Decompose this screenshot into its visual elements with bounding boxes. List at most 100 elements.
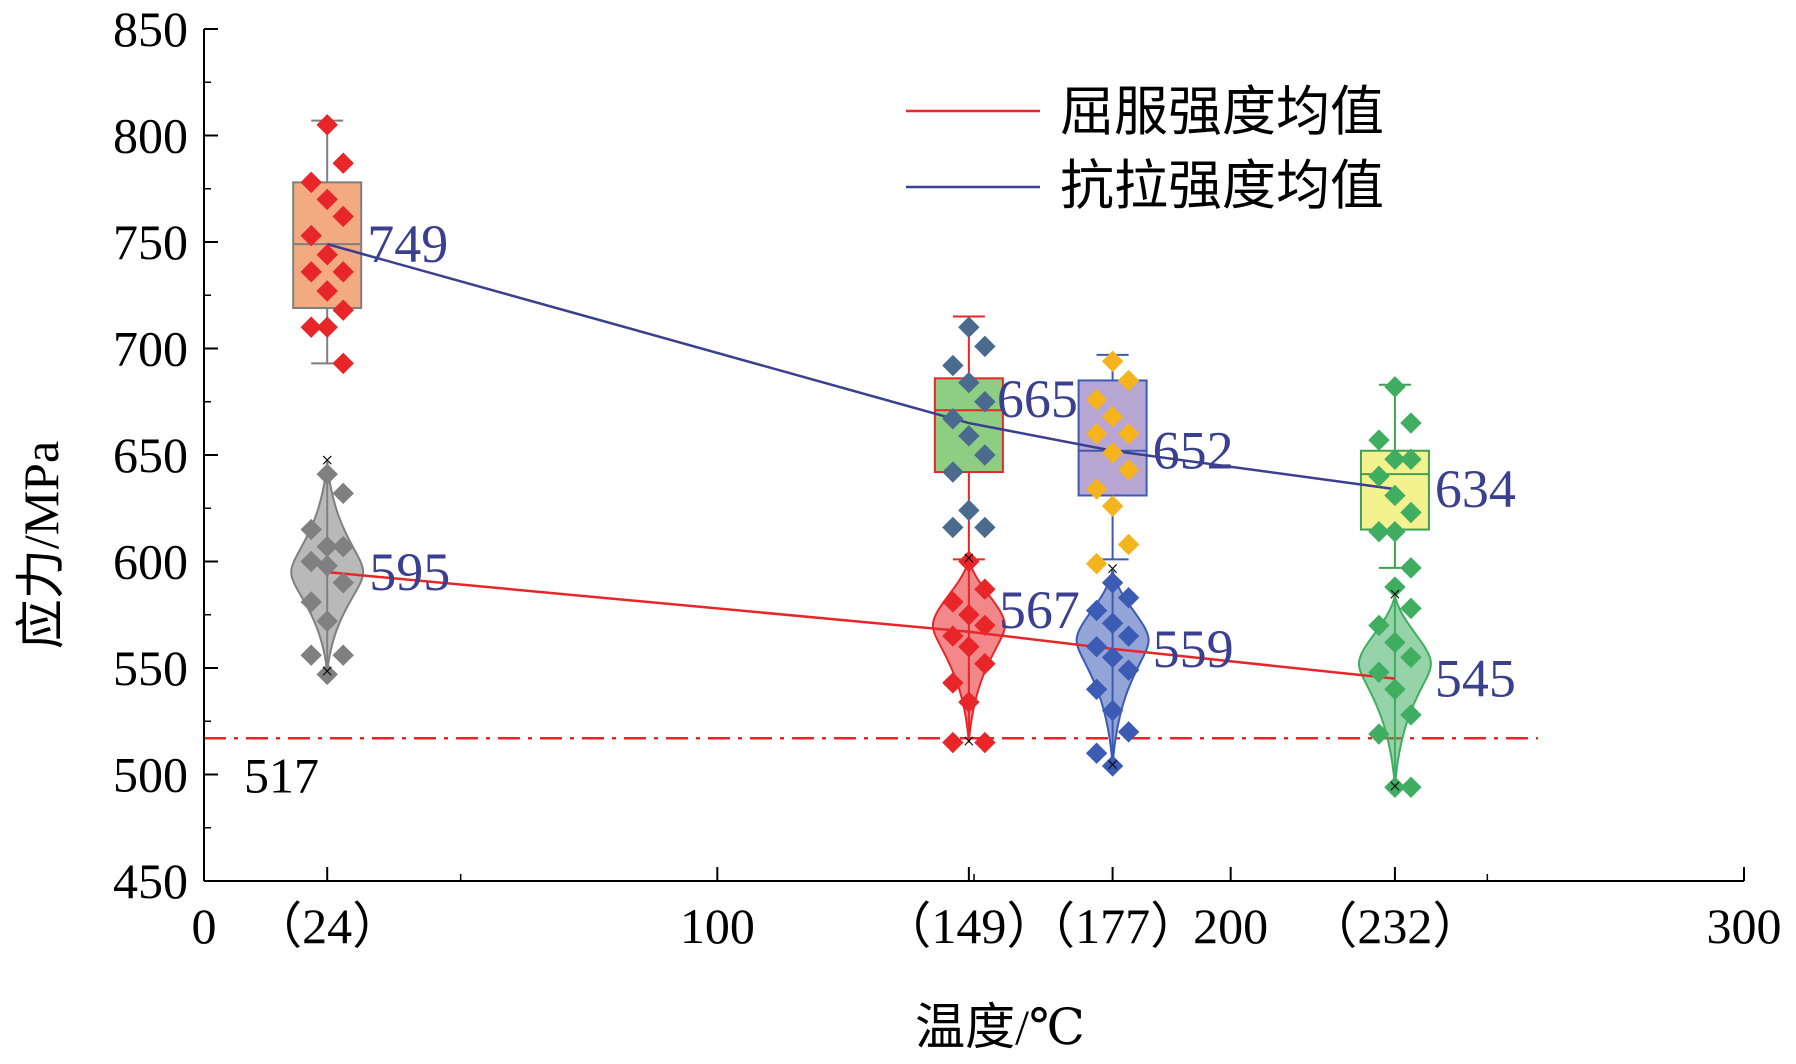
box-point: [332, 261, 354, 283]
y-tick-label: 500: [113, 747, 188, 803]
violin-point: [1400, 646, 1422, 669]
violin-point: [974, 653, 996, 675]
x-tick-label: 0: [192, 898, 217, 954]
mean-value-label: 545: [1435, 649, 1516, 709]
mean-line: [326, 242, 1396, 491]
box-point: [1117, 422, 1140, 445]
box-point: [1117, 533, 1140, 556]
box-point: [332, 352, 354, 375]
temperature-label: （24）: [252, 898, 402, 954]
box-point: [1400, 448, 1422, 470]
violin-end-marker: ×: [321, 658, 333, 683]
violin-point: [942, 672, 964, 694]
violin-point: [1384, 678, 1406, 701]
violin-end-marker: ×: [1106, 556, 1118, 581]
box-point: [1101, 442, 1124, 464]
box-point: [316, 316, 338, 338]
box-point: [974, 444, 996, 466]
box-point: [942, 516, 964, 539]
box-point: [316, 114, 338, 136]
box-point: [1384, 376, 1406, 398]
violin-point: [1085, 678, 1108, 701]
violin-end-marker: ×: [1389, 582, 1401, 607]
y-tick-label: 750: [113, 214, 188, 270]
box-point: [316, 188, 338, 211]
violin-point: [332, 644, 354, 666]
violin-point: [300, 550, 322, 573]
y-tick-label: 450: [113, 853, 188, 909]
y-axis-title: 应力/MPa: [13, 441, 69, 649]
box-point: [1117, 369, 1140, 392]
violin-point: [332, 572, 354, 594]
violin-point: [1101, 612, 1124, 634]
violin-point: [958, 691, 980, 713]
box-point: [942, 408, 964, 430]
violin-point: [1384, 776, 1406, 798]
violin-point: [300, 644, 322, 666]
box-point: [1101, 495, 1124, 517]
mean-value-label: 665: [997, 369, 1078, 429]
violin-point: [1101, 646, 1124, 669]
violin-point: [974, 578, 996, 600]
box-point: [1400, 501, 1422, 524]
violin-point: [1101, 755, 1124, 777]
violin-point: [942, 591, 964, 613]
box-point: [1384, 484, 1406, 507]
box-point: [300, 316, 322, 338]
violin-point: [1085, 599, 1108, 622]
box-point: [1101, 350, 1124, 372]
box-point: [958, 371, 980, 394]
violin-point: [1117, 721, 1140, 743]
violin-point: [1101, 572, 1124, 594]
violin-end-marker: ×: [1106, 752, 1118, 777]
box-point: [1400, 557, 1422, 579]
mean-value-label: 595: [369, 542, 450, 602]
mean-value-label: 567: [999, 580, 1080, 640]
violin-point: [958, 550, 980, 573]
violin-point: [1384, 631, 1406, 654]
box-point: [974, 516, 996, 539]
legend-label-tensile: 抗拉强度均值: [1060, 156, 1384, 216]
x-tick-label: 100: [680, 898, 755, 954]
box-point: [958, 316, 980, 338]
y-tick-label: 800: [113, 108, 188, 164]
x-axis-title: 温度/℃: [915, 999, 1085, 1055]
box-point: [958, 499, 980, 522]
y-tick-label: 700: [113, 321, 188, 377]
x-tick-label: 200: [1193, 898, 1268, 954]
violin-point: [1101, 699, 1124, 722]
violin-point: [316, 610, 338, 632]
violin-point: [1117, 587, 1140, 609]
box-point: [316, 244, 338, 266]
violin-point: [1400, 597, 1422, 620]
violin-point: [1085, 635, 1108, 658]
temperature-label: （177）: [1025, 898, 1200, 954]
mean-line: [327, 570, 1396, 680]
legend-label-yield: 屈服强度均值: [1060, 82, 1384, 142]
violin-point: [1368, 723, 1390, 745]
box-point: [1368, 465, 1390, 488]
violin-point: [1400, 704, 1422, 726]
box-point: [942, 461, 964, 483]
box-point: [332, 152, 354, 174]
violin-point: [942, 731, 964, 754]
y-tick-label: 600: [113, 534, 188, 590]
violin-point: [300, 518, 322, 541]
mean-value-label: 749: [367, 214, 448, 274]
violin-point: [300, 591, 322, 613]
mean-value-label: 634: [1435, 459, 1516, 519]
box-point: [974, 335, 996, 358]
violin-point: [1117, 659, 1140, 681]
box-point: [958, 425, 980, 447]
box-point: [300, 224, 322, 247]
violin-point: [316, 555, 338, 577]
box-point: [1085, 552, 1108, 575]
violin-point: [1368, 661, 1390, 683]
box-point: [1384, 520, 1406, 543]
violin-point: [974, 731, 996, 754]
violin-point: [1400, 776, 1422, 798]
box-point: [942, 354, 964, 377]
reference-line-label: 517: [244, 747, 319, 803]
violin-end-marker: ×: [963, 729, 975, 754]
box-point: [1101, 405, 1124, 428]
